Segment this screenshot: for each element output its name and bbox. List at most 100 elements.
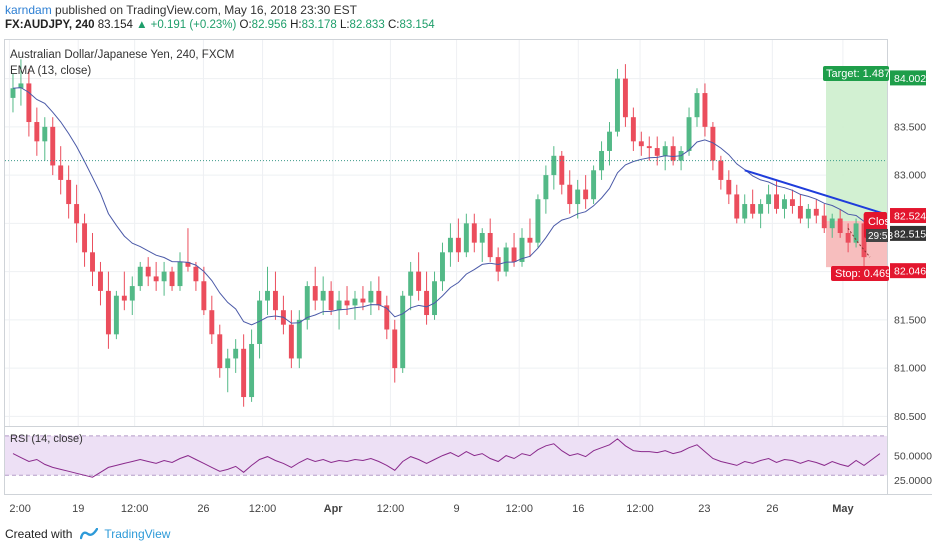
candle-body-107	[861, 223, 867, 258]
rsi-axis-label-50: 50.0000	[894, 451, 932, 463]
ema-13-line	[12, 87, 865, 326]
candle-body-75	[607, 131, 612, 151]
candle-body-104	[837, 218, 843, 233]
candle-body-33	[272, 290, 278, 311]
tradingview-brand[interactable]: TradingView	[104, 527, 171, 541]
close-label: C:	[387, 19, 400, 31]
countdown-label: 29:53	[868, 231, 893, 242]
candle-body-6	[58, 165, 64, 180]
symbol-label[interactable]: FX:AUDJPY, 240	[5, 19, 95, 31]
candle-body-60	[487, 233, 493, 258]
candle-body-57	[463, 223, 469, 253]
candle-body-77	[622, 78, 628, 118]
price-axis-tag-bg-5	[890, 263, 926, 279]
candle-body-66	[535, 199, 541, 243]
candle-body-56	[455, 237, 461, 253]
time-axis-label-0: 2:00	[9, 503, 30, 515]
downtrend-line	[744, 169, 885, 215]
candle-body-49	[400, 295, 406, 369]
candles	[10, 59, 867, 407]
candle-body-26	[217, 334, 223, 369]
price-axis-tag-0: 84.002	[894, 73, 926, 85]
candle-body-4	[42, 126, 48, 142]
time-axis-label-1: 19	[72, 503, 84, 515]
time-axis-label-2: 12:00	[121, 503, 149, 515]
time-axis-label-10: 12:00	[626, 503, 654, 515]
price-axis-tag-bg-4	[890, 225, 926, 241]
price-axis: 84.002 83.500 83.000 82.524 82.515 82.046 81.5…	[866, 70, 932, 487]
candle-body-55	[447, 237, 453, 253]
candle-body-41	[336, 300, 342, 311]
published-text: published on TradingView.com, May 16, 20…	[55, 3, 357, 17]
price-axis-label-1: 83.500	[894, 121, 926, 133]
time-axis-label-3: 26	[197, 503, 209, 515]
grid	[5, 40, 887, 426]
candle-body-0	[10, 88, 16, 98]
candle-body-12	[105, 290, 111, 335]
candle-body-3	[34, 122, 40, 142]
candle-body-95	[766, 194, 772, 205]
price-axis-label-6: 81.500	[894, 314, 926, 326]
candle-body-8	[74, 204, 80, 224]
candle-body-101	[813, 208, 819, 216]
candle-body-15	[129, 286, 135, 301]
chart-title: Australian Dollar/Japanese Yen, 240, FXC…	[10, 49, 234, 61]
candle-body-72	[583, 189, 589, 200]
ema-legend: EMA (13, close)	[10, 65, 91, 77]
ema-line	[12, 87, 865, 326]
price-axis-label-8: 80.500	[894, 411, 926, 423]
candle-body-71	[575, 189, 581, 205]
high-value: 83.178	[301, 19, 337, 31]
candle-body-9	[82, 223, 88, 253]
candle-body-35	[288, 324, 294, 359]
candle-body-53	[432, 281, 437, 316]
candle-body-64	[519, 237, 525, 262]
publish-info: karndam published on TradingView.com, Ma…	[5, 3, 357, 17]
time-axis-label-7: 9	[454, 503, 460, 515]
candle-body-78	[630, 117, 636, 142]
candle-body-73	[591, 170, 597, 200]
last-price: 83.154	[97, 19, 133, 31]
candle-body-99	[797, 205, 803, 219]
candle-body-96	[774, 194, 779, 209]
price-axis-tag-5: 82.046	[894, 266, 926, 278]
time-axis-label-9: 16	[572, 503, 584, 515]
candle-body-19	[161, 271, 167, 282]
candle-body-10	[90, 252, 95, 272]
candle-body-28	[233, 348, 239, 359]
candle-body-36	[296, 319, 302, 359]
time-axis-label-4: 12:00	[249, 503, 277, 515]
candle-body-16	[137, 266, 143, 287]
candle-body-62	[503, 247, 509, 272]
candle-body-51	[416, 271, 422, 291]
candle-body-13	[113, 295, 119, 335]
candle-body-80	[646, 146, 652, 149]
candle-body-5	[50, 126, 56, 166]
candle-body-82	[662, 146, 668, 156]
candle-body-11	[98, 271, 103, 291]
projection-path	[847, 227, 871, 258]
candle-body-70	[567, 184, 573, 205]
candle-body-24	[201, 281, 207, 311]
author-link[interactable]: karndam	[5, 3, 52, 17]
candle-body-103	[829, 218, 835, 229]
candle-body-1	[18, 83, 24, 89]
candle-body-91	[734, 194, 740, 219]
time-axis-label-6: 12:00	[377, 503, 405, 515]
candle-body-2	[26, 83, 32, 123]
candle-body-14	[121, 295, 127, 301]
footer: Created with TradingView	[5, 527, 170, 541]
candle-body-21	[177, 261, 183, 287]
candle-body-87	[702, 93, 708, 127]
target-label: Target: 1.487	[826, 68, 890, 80]
candle-body-86	[694, 93, 700, 118]
candle-body-42	[344, 300, 350, 306]
candle-body-98	[789, 199, 795, 206]
candle-body-105	[845, 233, 851, 243]
candle-body-100	[805, 208, 811, 219]
rsi-legend: RSI (14, close)	[10, 433, 83, 445]
price-axis-tag-bg-0	[890, 70, 926, 86]
candle-body-44	[360, 298, 366, 303]
candle-body-17	[145, 266, 151, 277]
